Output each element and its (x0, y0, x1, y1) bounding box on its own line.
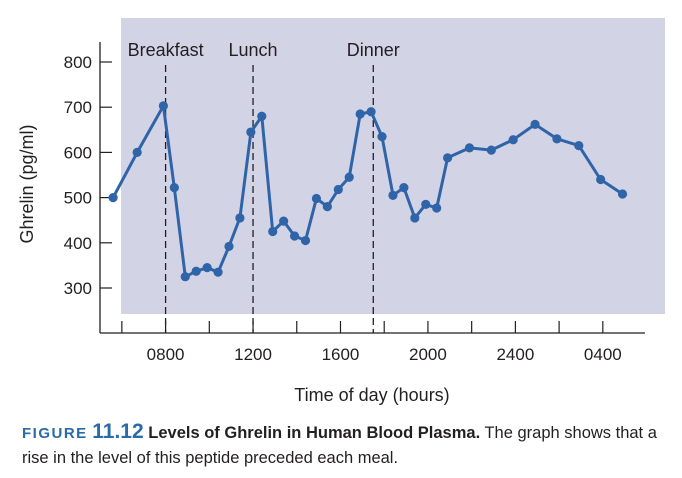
figure-number: 11.12 (92, 420, 144, 443)
data-point (486, 145, 496, 155)
x-tick-label: 0400 (584, 345, 622, 364)
y-tick-label: 300 (64, 279, 92, 298)
data-point (191, 266, 201, 276)
data-point (508, 135, 518, 145)
x-tick-label: 1200 (234, 345, 272, 364)
figure-title: Levels of Ghrelin in Human Blood Plasma. (148, 424, 481, 442)
y-tick-label: 500 (64, 189, 92, 208)
data-point (169, 183, 179, 193)
y-tick-label: 600 (64, 143, 92, 162)
data-point (289, 231, 300, 241)
figure-caption: FIGURE 11.12 Levels of Ghrelin in Human … (22, 420, 672, 470)
data-point (180, 272, 190, 282)
data-point (300, 235, 311, 246)
x-axis-title: Time of day (hours) (294, 385, 449, 405)
data-point (574, 141, 584, 151)
data-point (213, 267, 223, 277)
data-point (377, 131, 387, 142)
data-point (132, 147, 142, 157)
y-tick-label: 800 (64, 53, 92, 72)
data-point (224, 241, 234, 252)
data-point (366, 107, 376, 117)
x-tick-label: 2400 (496, 345, 534, 364)
data-point (333, 184, 343, 195)
data-point (617, 189, 628, 199)
data-point (158, 101, 169, 111)
data-point (421, 199, 431, 209)
data-point (108, 193, 118, 203)
data-point (311, 193, 322, 204)
data-point (257, 111, 267, 121)
figure-description: The graph shows that a rise in the level… (22, 424, 657, 467)
data-point (399, 183, 409, 193)
data-point (432, 203, 442, 213)
meal-label: Lunch (229, 40, 278, 60)
meal-label: Breakfast (128, 40, 204, 60)
data-point (464, 143, 475, 153)
meal-markers: Breakfast Lunch Dinner (128, 40, 400, 333)
ghrelin-chart: 300 400 500 600 700 800 0800 1200 1600 2000 2400 04… (17, 18, 665, 405)
data-point (322, 202, 332, 212)
data-point (235, 213, 245, 223)
data-series (108, 101, 628, 282)
data-point (355, 109, 365, 119)
data-point (268, 226, 278, 237)
plot-background (121, 18, 665, 314)
data-point (344, 172, 354, 182)
data-point (596, 174, 606, 185)
y-tick-label: 700 (64, 98, 92, 117)
data-point (279, 216, 289, 226)
x-tick-label: 1600 (322, 345, 360, 364)
data-point (530, 119, 540, 129)
x-tick-label: 2000 (409, 345, 447, 364)
data-point (443, 153, 453, 163)
data-point (202, 263, 212, 273)
y-axis-title: Ghrelin (pg/ml) (17, 124, 37, 243)
figure-label: FIGURE (22, 425, 88, 442)
data-point (388, 190, 398, 200)
meal-label: Dinner (347, 40, 400, 60)
data-point (552, 134, 562, 144)
x-tick-label: 0800 (147, 345, 185, 364)
y-tick-label: 400 (64, 234, 92, 253)
data-point (246, 127, 256, 137)
data-point (410, 213, 420, 223)
